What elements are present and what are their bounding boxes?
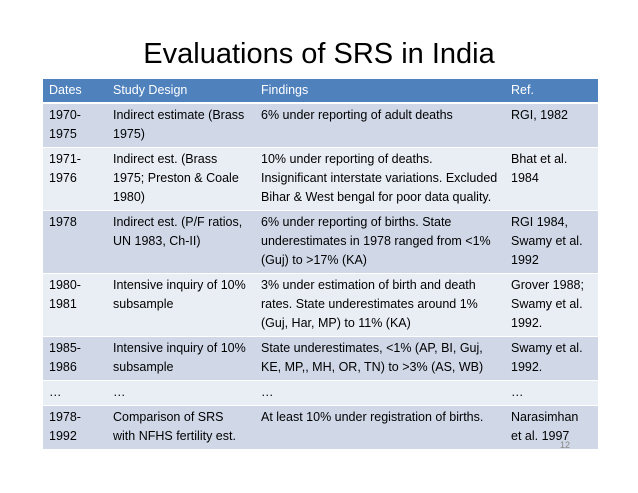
- table-cell: 1980-1981: [43, 273, 107, 337]
- table-cell: …: [255, 380, 505, 406]
- slide-title: Evaluations of SRS in India: [143, 38, 495, 70]
- table-cell: Indirect estimate (Brass 1975): [107, 102, 255, 148]
- table-cell: 10% under reporting of deaths. Insignifi…: [255, 147, 505, 211]
- table-cell: Narasimhan et al. 1997: [505, 405, 598, 449]
- column-header: Dates: [43, 79, 107, 104]
- table-row: 1980-1981 Intensive inquiry of 10% subsam…: [43, 273, 598, 337]
- table-row: 1978 Indirect est. (P/F ratios, UN 1983, …: [43, 210, 598, 274]
- table-cell: Grover 1988; Swamy et al. 1992.: [505, 273, 598, 337]
- table-cell: …: [505, 380, 598, 406]
- column-header: Ref.: [505, 79, 598, 104]
- table-cell: 3% under estimation of birth and death r…: [255, 273, 505, 337]
- page-number: 12: [560, 440, 571, 450]
- table-row: 1971-1976 Indirect est. (Brass 1975; Pres…: [43, 147, 598, 211]
- table-cell: …: [43, 380, 107, 406]
- table-cell: 1971-1976: [43, 147, 107, 211]
- table-cell: 1978-1992: [43, 405, 107, 449]
- table-cell: 1985-1986: [43, 336, 107, 381]
- table-cell: RGI 1984, Swamy et al. 1992: [505, 210, 598, 274]
- table-cell: Indirect est. (P/F ratios, UN 1983, Ch-I…: [107, 210, 255, 274]
- table-cell: 1978: [43, 210, 107, 274]
- table-cell: State underestimates, <1% (AP, BI, Guj, …: [255, 336, 505, 381]
- table-cell: 6% under reporting of births. State unde…: [255, 210, 505, 274]
- column-header: Findings: [255, 79, 505, 104]
- column-header: Study Design: [107, 79, 255, 104]
- table-row: 1985-1986 Intensive inquiry of 10% subsam…: [43, 336, 598, 381]
- table-cell: At least 10% under registration of birth…: [255, 405, 505, 449]
- table-cell: Intensive inquiry of 10% subsample: [107, 273, 255, 337]
- table-cell: Comparison of SRS with NFHS fertility es…: [107, 405, 255, 449]
- table-body: 1970-1975 Indirect estimate (Brass 1975) 6…: [43, 102, 598, 449]
- header-row: Dates Study Design Findings Ref.: [43, 79, 598, 104]
- table-cell: Intensive inquiry of 10% subsample: [107, 336, 255, 381]
- table-cell: Bhat et al. 1984: [505, 147, 598, 211]
- table-cell: RGI, 1982: [505, 102, 598, 148]
- table: Dates Study Design Findings Ref. 1970-1975 I…: [43, 79, 598, 449]
- table-cell: Indirect est. (Brass 1975; Preston & Coa…: [107, 147, 255, 211]
- table-row: 1970-1975 Indirect estimate (Brass 1975) 6…: [43, 102, 598, 148]
- table-row: 1978-1992 Comparison of SRS with NFHS fer…: [43, 405, 598, 449]
- table-cell: 6% under reporting of adult deaths: [255, 102, 505, 148]
- table-cell: Swamy et al. 1992.: [505, 336, 598, 381]
- table-cell: …: [107, 380, 255, 406]
- table-cell: 1970-1975: [43, 102, 107, 148]
- table-row: …………: [43, 380, 598, 406]
